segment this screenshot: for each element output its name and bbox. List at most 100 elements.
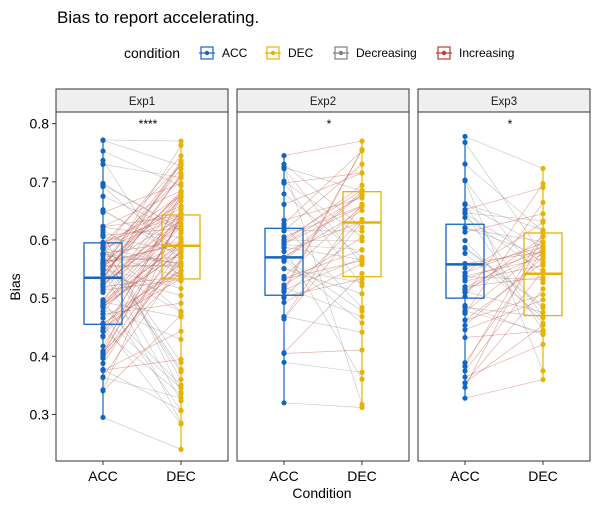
pair-line-increasing [283,163,363,232]
point-dec [359,187,365,193]
point-dec [359,203,365,209]
pair-line-increasing [283,263,363,303]
point-acc [100,283,106,289]
point-acc [462,363,468,369]
pair-line-increasing [102,209,182,332]
legend: condition ACC DEC Decreasing Increasing [124,45,514,61]
point-dec [359,291,365,297]
point-acc [281,266,287,272]
pair-line-increasing [464,330,544,338]
pair-line-increasing [464,258,544,277]
point-acc [462,287,468,293]
point-acc [281,299,287,306]
pair-line-increasing [283,197,363,221]
legend-key-increasing [436,46,452,60]
point-acc [100,343,106,349]
point-dec [540,267,546,273]
pair-line-decreasing [102,183,182,231]
point-acc [462,310,468,317]
point-acc [462,380,468,386]
point-dec [178,166,184,172]
point-acc [281,400,287,406]
pair-line-decreasing [102,245,182,380]
point-acc [462,202,468,208]
pair-line-increasing [102,251,182,307]
point-acc [281,217,287,223]
pair-line-increasing [102,239,182,357]
data-points [462,133,546,401]
pair-line-increasing [464,265,544,282]
point-dec [178,175,184,181]
point-dec [178,262,184,268]
point-dec [178,277,184,283]
point-dec [540,314,546,320]
point-dec [178,188,184,194]
legend-key-dec [265,46,281,60]
point-acc [462,293,468,300]
pair-line-increasing [464,344,544,378]
pair-line-decreasing [464,228,544,243]
point-acc [462,278,468,284]
point-dec [178,249,184,255]
pair-line-increasing [464,253,544,290]
chart-title: Bias to report accelerating. [57,8,259,27]
pair-line-increasing [102,271,182,353]
point-acc [100,253,106,259]
pair-line-increasing [102,216,182,300]
legend-label: ACC [222,46,248,60]
pair-line-increasing [283,205,363,277]
point-acc [100,278,106,284]
point-dec [359,401,365,407]
point-dec [359,347,365,353]
point-dec [359,161,365,167]
pair-line-increasing [102,193,182,293]
point-dec [178,391,184,397]
pair-line-increasing [283,260,363,280]
pair-line-increasing [102,252,182,305]
point-acc [281,242,287,248]
legend-key-decreasing [333,46,349,60]
point-dec [540,199,546,206]
point-acc [462,210,468,216]
pair-line-increasing [102,195,182,248]
point-acc [462,261,468,267]
point-acc [100,328,106,334]
pair-line-decreasing [102,306,182,340]
point-dec [178,446,184,452]
point-acc [100,148,106,154]
pair-line-decreasing [283,244,363,250]
pair-line-increasing [283,149,363,293]
point-acc [462,161,468,167]
point-dec [178,212,184,218]
pair-line-increasing [102,215,182,228]
pair-line-increasing [102,213,182,287]
pair-line-decreasing [102,164,182,178]
point-acc [462,384,468,390]
pair-line-increasing [102,218,182,305]
point-acc [281,153,287,159]
point-dec [178,285,184,292]
point-acc [100,261,106,267]
panel-border [55,111,229,462]
pair-line-increasing [102,269,182,319]
pair-line-decreasing [102,150,182,187]
pair-line-decreasing [102,139,182,142]
pair-line-increasing [102,262,182,332]
point-acc [100,246,106,252]
pair-line-increasing [102,200,182,265]
point-dec [359,270,365,277]
pair-line-decreasing [464,142,544,256]
pair-line-increasing [102,205,182,243]
point-dec [178,300,184,306]
point-dec [359,283,365,289]
point-dec [359,182,365,188]
pair-line-increasing [102,255,182,359]
point-acc [100,388,106,394]
pair-line-increasing [102,226,182,284]
pair-line-decreasing [102,160,182,282]
point-dec [359,147,365,153]
point-dec [178,183,184,189]
point-dec [178,253,184,259]
point-acc [281,289,287,295]
